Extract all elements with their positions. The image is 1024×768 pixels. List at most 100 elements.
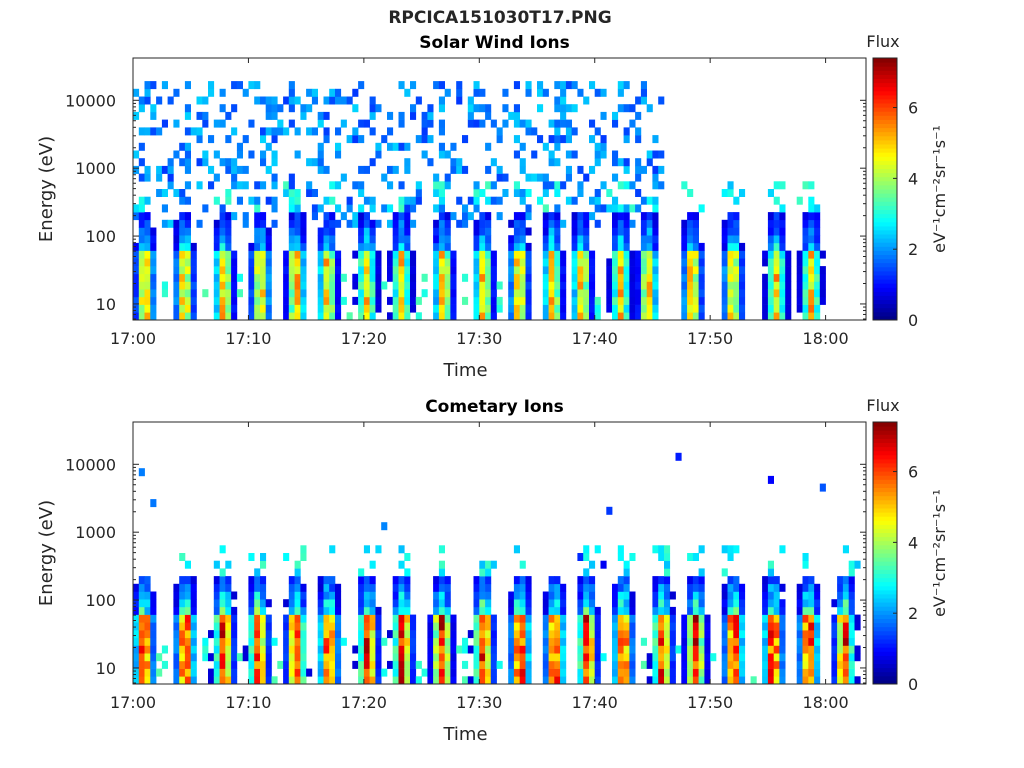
flux-cell	[508, 312, 515, 320]
flux-cell	[242, 88, 249, 97]
flux-cell	[404, 212, 411, 221]
flux-cell	[444, 630, 451, 639]
flux-cell	[698, 653, 705, 662]
flux-cell	[369, 614, 376, 623]
flux-cell	[335, 181, 342, 190]
flux-cell	[283, 273, 290, 282]
flux-cell	[692, 235, 699, 244]
flux-cell	[485, 591, 492, 600]
flux-cell	[213, 645, 220, 654]
flux-cell	[542, 653, 549, 662]
flux-cell	[306, 181, 313, 190]
flux-cell	[398, 296, 405, 305]
flux-cell	[600, 560, 607, 569]
flux-cell	[796, 296, 803, 305]
flux-cell	[242, 181, 249, 190]
flux-cell	[225, 653, 232, 662]
colorbar-step	[873, 499, 897, 505]
flux-cell	[231, 668, 238, 677]
flux-cell	[669, 668, 676, 677]
flux-cell	[721, 289, 728, 298]
flux-cell	[542, 235, 549, 244]
flux-cell	[617, 637, 624, 646]
flux-cell	[623, 296, 630, 305]
flux-cell	[225, 660, 232, 669]
flux-cell	[317, 312, 324, 320]
colorbar-step	[873, 311, 897, 317]
flux-cell	[773, 196, 780, 205]
flux-cell	[398, 212, 405, 221]
flux-cell	[490, 637, 497, 646]
flux-cell	[438, 591, 445, 600]
flux-cell	[294, 189, 301, 197]
flux-cell	[369, 296, 376, 305]
flux-cell	[785, 296, 792, 305]
flux-cell	[554, 104, 561, 113]
flux-cell	[260, 614, 267, 623]
flux-cell	[640, 81, 647, 90]
flux-cell	[612, 676, 619, 684]
flux-cell	[802, 235, 809, 244]
colorbar-step	[873, 164, 897, 169]
flux-cell	[571, 235, 578, 244]
flux-cell	[294, 645, 301, 654]
flux-cell	[652, 150, 659, 159]
flux-cell	[260, 676, 267, 684]
flux-cell	[283, 258, 290, 267]
flux-cell	[814, 606, 821, 615]
flux-cell	[589, 645, 596, 654]
flux-cell	[554, 583, 561, 592]
colorbar-step	[873, 250, 897, 255]
flux-cell	[438, 250, 445, 259]
flux-cell	[323, 599, 330, 608]
flux-cell	[554, 614, 561, 623]
flux-cell	[300, 281, 307, 290]
flux-cell	[485, 219, 492, 228]
flux-cell	[525, 88, 532, 97]
flux-cell	[323, 127, 330, 136]
flux-cell	[138, 289, 145, 298]
flux-cell	[490, 266, 497, 275]
flux-cell	[779, 622, 786, 631]
flux-cell	[173, 281, 180, 290]
flux-cell	[681, 630, 688, 639]
flux-cell	[796, 614, 803, 623]
flux-cell	[733, 660, 740, 669]
flux-cell	[762, 312, 769, 320]
flux-cell	[317, 204, 324, 213]
flux-cell	[358, 135, 365, 144]
flux-cell	[150, 637, 157, 646]
flux-cell	[288, 599, 295, 608]
flux-cell	[467, 111, 474, 120]
flux-cell	[300, 599, 307, 608]
flux-cell	[767, 653, 774, 662]
flux-cell	[635, 281, 642, 290]
flux-cell	[179, 258, 186, 267]
flux-cell	[179, 281, 186, 290]
colorbar-step	[873, 217, 897, 223]
flux-cell	[571, 258, 578, 267]
flux-cell	[496, 165, 503, 174]
flux-cell	[513, 242, 520, 251]
flux-cell	[652, 583, 659, 592]
flux-cell	[577, 189, 584, 197]
flux-cell	[219, 568, 226, 577]
flux-cell	[369, 258, 376, 267]
flux-cell	[623, 637, 630, 646]
flux-cell	[548, 630, 555, 639]
flux-cell	[410, 622, 417, 631]
flux-cell	[542, 273, 549, 282]
flux-cell	[635, 111, 642, 120]
flux-cell	[219, 88, 226, 97]
flux-cell	[225, 219, 232, 228]
flux-cell	[652, 242, 659, 251]
flux-cell	[779, 227, 786, 236]
flux-cell	[623, 645, 630, 654]
flux-cell	[583, 653, 590, 662]
flux-cell	[560, 81, 567, 90]
flux-cell	[335, 304, 342, 313]
flux-cell	[479, 676, 486, 684]
flux-cell	[260, 576, 267, 585]
flux-cell	[519, 212, 526, 221]
flux-cell	[808, 212, 815, 221]
